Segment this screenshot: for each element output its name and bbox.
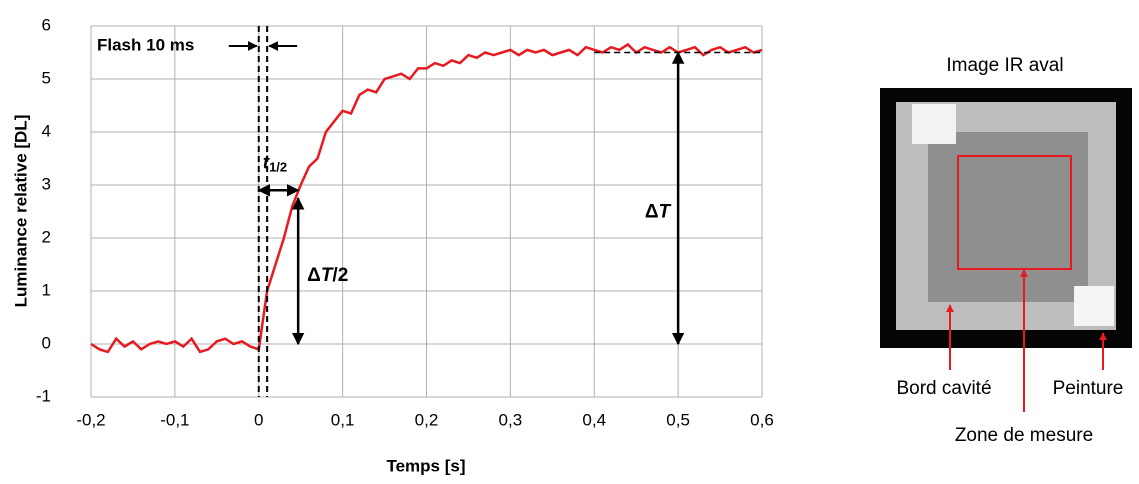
image-label: Bord cavité bbox=[896, 378, 991, 399]
t-half-sub: 1/2 bbox=[269, 160, 287, 175]
plot: -1 0 1 2 3 4 5 6 -0,2 -0,1 0 0,1 0,2 0,3 0,4 0,5 0,6 Flas… bbox=[36, 15, 774, 429]
cavity-zone bbox=[928, 132, 1088, 302]
x-axis-label: Temps [s] bbox=[386, 456, 465, 475]
x-tick-label: 0 bbox=[254, 410, 263, 429]
image-label: Peinture bbox=[1053, 378, 1124, 399]
t-half-label: t1/2 bbox=[263, 152, 287, 174]
data-line bbox=[90, 42, 763, 354]
y-tick-label: 3 bbox=[42, 174, 51, 193]
x-tick-label: 0,3 bbox=[499, 410, 523, 429]
x-tick-label: 0,5 bbox=[666, 410, 690, 429]
x-tick-label: 0,6 bbox=[750, 410, 774, 429]
y-tick-label: 0 bbox=[42, 333, 51, 352]
y-tick-label: 1 bbox=[42, 280, 51, 299]
x-tick-label: 0,1 bbox=[331, 410, 355, 429]
delta-t: T bbox=[659, 201, 672, 222]
y-axis-label: Luminance relative [DL] bbox=[11, 115, 30, 308]
x-tick-label: 0,4 bbox=[582, 410, 606, 429]
y-tick-label: 6 bbox=[42, 15, 51, 34]
flash-label: Flash 10 ms bbox=[97, 35, 194, 54]
ir-image: Image IR aval Bord cavité Zone de mesure… bbox=[880, 55, 1132, 446]
t-half-t: t bbox=[263, 152, 270, 173]
y-tick-label: 2 bbox=[42, 227, 51, 246]
paint-spot bbox=[912, 104, 956, 144]
image-title: Image IR aval bbox=[946, 55, 1063, 76]
y-tick-label: -1 bbox=[36, 386, 51, 405]
half-delta: Δ bbox=[307, 265, 321, 286]
paint-spot bbox=[1074, 286, 1114, 326]
x-tick-label: 0,2 bbox=[415, 410, 439, 429]
y-tick-label: 4 bbox=[42, 121, 51, 140]
delta-delta: Δ bbox=[645, 201, 659, 222]
image-label: Zone de mesure bbox=[955, 425, 1093, 446]
delta-label: ΔT bbox=[645, 201, 672, 222]
half-frac: /2 bbox=[332, 265, 348, 286]
half-label: ΔT/2 bbox=[307, 265, 348, 286]
x-tick-label: -0,1 bbox=[160, 410, 189, 429]
half-t: T bbox=[321, 265, 334, 286]
measure-zone bbox=[957, 155, 1072, 270]
y-tick-label: 5 bbox=[42, 68, 51, 87]
x-tick-label: -0,2 bbox=[76, 410, 105, 429]
